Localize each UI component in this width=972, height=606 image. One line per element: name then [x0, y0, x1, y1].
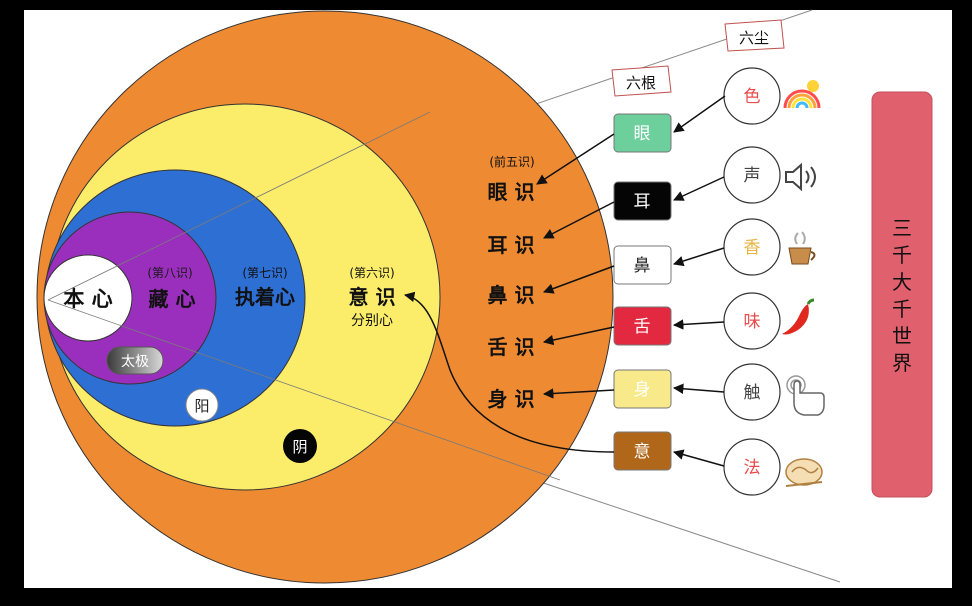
- six-roots-label-4: 身: [634, 380, 651, 400]
- six-roots-item-4: 身: [613, 369, 672, 409]
- taiji-badge: 太极: [106, 346, 164, 375]
- taiji-label: 太极: [121, 354, 149, 370]
- six-roots-item-3: 舌: [613, 306, 672, 346]
- yishi-sub: (第六识): [349, 266, 394, 280]
- six-roots-label-5: 意: [634, 442, 651, 462]
- yin-badge: 阴: [283, 429, 317, 463]
- consciousness-ear: 耳 识: [488, 233, 535, 257]
- six-dusts-title: 六尘: [724, 19, 785, 52]
- six-dusts-item-0: 色: [723, 67, 781, 125]
- six-roots-item-1: 耳: [613, 181, 672, 221]
- speaker-icon: [785, 162, 816, 192]
- six-roots-label-3: 舌: [634, 317, 651, 337]
- six-dusts-label-4: 触: [744, 383, 761, 403]
- six-roots-item-2: 鼻: [613, 245, 672, 285]
- six-roots-title: 六根: [611, 65, 672, 97]
- consciousness-tongue: 舌 识: [488, 335, 535, 359]
- six-dusts-label-0: 色: [744, 87, 761, 107]
- inner-lower-line: [47, 299, 561, 481]
- six-roots-label-0: 眼: [634, 124, 651, 144]
- six-dusts-item-5: 法: [723, 438, 781, 496]
- zangxin-sub: (第八识): [147, 266, 192, 280]
- yishi-note: 分别心: [351, 313, 393, 329]
- dust-to-root-arrows: [672, 95, 726, 467]
- consciousness-nose: 鼻 识: [488, 283, 535, 307]
- six-dusts-item-2: 香: [723, 218, 781, 276]
- consciousness-body: 身 识: [488, 387, 535, 411]
- consciousness-eye: 眼 识: [488, 180, 535, 204]
- zhizhuoxin-sub: (第七识): [242, 266, 287, 280]
- yang-label: 阳: [194, 397, 209, 415]
- chili-pepper-icon: [782, 298, 815, 335]
- six-roots-item-5: 意: [613, 431, 672, 471]
- six-dusts-label-2: 香: [744, 238, 761, 258]
- six-roots-label-1: 耳: [634, 192, 651, 212]
- six-dusts-item-1: 声: [723, 146, 781, 204]
- thinking-icon: [785, 458, 823, 487]
- world-label: 三千大千世界: [892, 216, 912, 375]
- zhizhuoxin-label: 执着心: [235, 285, 295, 309]
- six-dusts-label-5: 法: [744, 458, 761, 478]
- rainbow-icon: [783, 80, 821, 109]
- hand-touch-icon: [786, 375, 825, 416]
- zangxin-label: 藏 心: [149, 287, 196, 311]
- six-dusts-item-4: 触: [723, 363, 781, 421]
- yang-badge: 阳: [185, 388, 219, 422]
- six-dusts-label-1: 声: [744, 166, 761, 186]
- core-label: 本 心: [63, 287, 112, 311]
- core-benxin: [43, 254, 133, 342]
- six-roots-label-2: 鼻: [634, 256, 651, 276]
- yin-label: 阴: [292, 438, 307, 456]
- root-to-consciousness-arrows: [403, 133, 615, 453]
- qianwushi-sub: (前五识): [489, 154, 534, 169]
- six-dusts-item-3: 味: [723, 292, 781, 350]
- incense-cup-icon: [788, 231, 816, 265]
- inner-upper-line: [47, 111, 431, 301]
- mind-layers: [36, 10, 614, 584]
- six-dusts-label-3: 味: [744, 312, 761, 332]
- six-roots-item-0: 眼: [613, 113, 672, 153]
- five-consciousness: 眼 识 耳 识 鼻 识 舌 识 身 识: [488, 180, 535, 411]
- six-roots-title-text: 六根: [626, 74, 656, 92]
- six-dusts-title-text: 六尘: [739, 29, 769, 47]
- yishi-label: 意 识: [349, 285, 396, 309]
- world-banner: 三千大千世界: [871, 91, 933, 498]
